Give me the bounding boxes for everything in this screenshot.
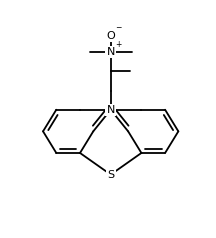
Text: O: O — [106, 31, 115, 41]
Text: S: S — [107, 170, 114, 180]
Text: N: N — [106, 47, 115, 57]
Text: −: − — [115, 23, 121, 32]
Text: N: N — [106, 105, 115, 115]
Text: +: + — [115, 40, 121, 49]
